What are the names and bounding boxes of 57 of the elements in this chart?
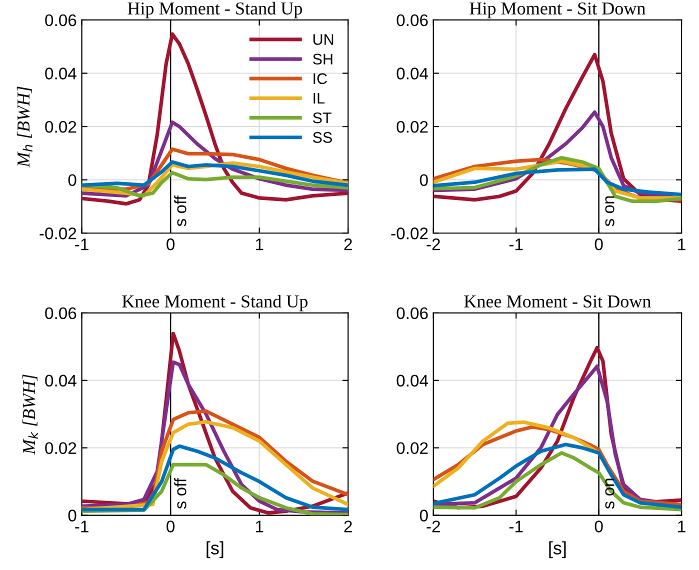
x-tick-label: 1 <box>256 520 264 532</box>
x-tick-label: -1 <box>509 520 523 532</box>
ref-line-label: s off <box>174 478 186 509</box>
x-tick-label: 2 <box>344 520 352 532</box>
x-tick-label: -2 <box>426 520 440 532</box>
line-series <box>433 451 682 512</box>
x-tick-label: -1 <box>75 520 88 532</box>
x-tick-label: -1 <box>75 238 88 250</box>
y-axis-title: M$_{k}$ [BWH] <box>22 374 38 455</box>
y-tick-label: 0.06 <box>45 307 76 320</box>
x-tick-label: 0 <box>594 520 603 532</box>
line-series <box>433 167 682 196</box>
x-tick-label: 2 <box>344 238 352 250</box>
x-axis-title: [s] <box>549 541 566 558</box>
line-series <box>82 160 348 187</box>
x-tick-label: 0 <box>166 520 175 532</box>
y-tick-label: 0 <box>420 174 428 186</box>
legend-label: SS <box>312 132 332 143</box>
x-tick-label: 1 <box>256 238 264 250</box>
y-tick-label: -0.02 <box>391 228 428 240</box>
y-tick-label: 0 <box>68 510 76 522</box>
legend-label: SH <box>312 54 332 65</box>
y-tick-label: 0.04 <box>45 68 76 80</box>
y-tick-label: 0.06 <box>396 14 428 26</box>
y-tick-label: 0.04 <box>45 374 76 387</box>
y-tick-label: 0.02 <box>45 442 76 454</box>
ref-line-label: s on <box>605 196 614 226</box>
y-tick-label: 0.04 <box>396 374 428 387</box>
y-tick-label: 0.02 <box>396 120 428 133</box>
x-axis-title: [s] <box>206 541 224 558</box>
y-tick-label: 0.06 <box>45 14 76 26</box>
legend-label: IL <box>314 93 325 104</box>
y-tick-label: 0.06 <box>396 307 428 320</box>
x-tick-label: -1 <box>509 238 523 250</box>
x-tick-label: 1 <box>678 520 686 532</box>
x-tick-label: 1 <box>678 238 686 250</box>
chart-title: Knee Moment - Stand Up <box>122 294 308 312</box>
x-tick-label: -2 <box>426 238 440 250</box>
legend-label: IC <box>314 73 327 84</box>
chart-title: Hip Moment - Stand Up <box>128 2 302 18</box>
ref-line-label: s off <box>174 196 186 226</box>
y-tick-label: 0.02 <box>45 120 76 133</box>
y-tick-label: -0.02 <box>40 228 76 240</box>
y-axis-title: M$_{h}$ [BWH] <box>16 86 32 168</box>
x-tick-label: 0 <box>594 238 603 250</box>
y-tick-label: 0 <box>68 174 76 186</box>
line-series <box>82 444 348 512</box>
chart-title: Hip Moment - Sit Down <box>470 2 646 18</box>
y-tick-label: 0 <box>420 510 428 522</box>
y-tick-label: 0.02 <box>396 442 428 454</box>
line-series <box>433 442 682 509</box>
y-tick-label: 0.04 <box>396 68 428 80</box>
legend-label: UN <box>313 34 334 45</box>
ref-line-label: s on <box>605 478 614 509</box>
legend-label: ST <box>312 112 332 124</box>
x-tick-label: 0 <box>166 238 175 250</box>
chart-title: Knee Moment - Sit Down <box>464 295 651 308</box>
